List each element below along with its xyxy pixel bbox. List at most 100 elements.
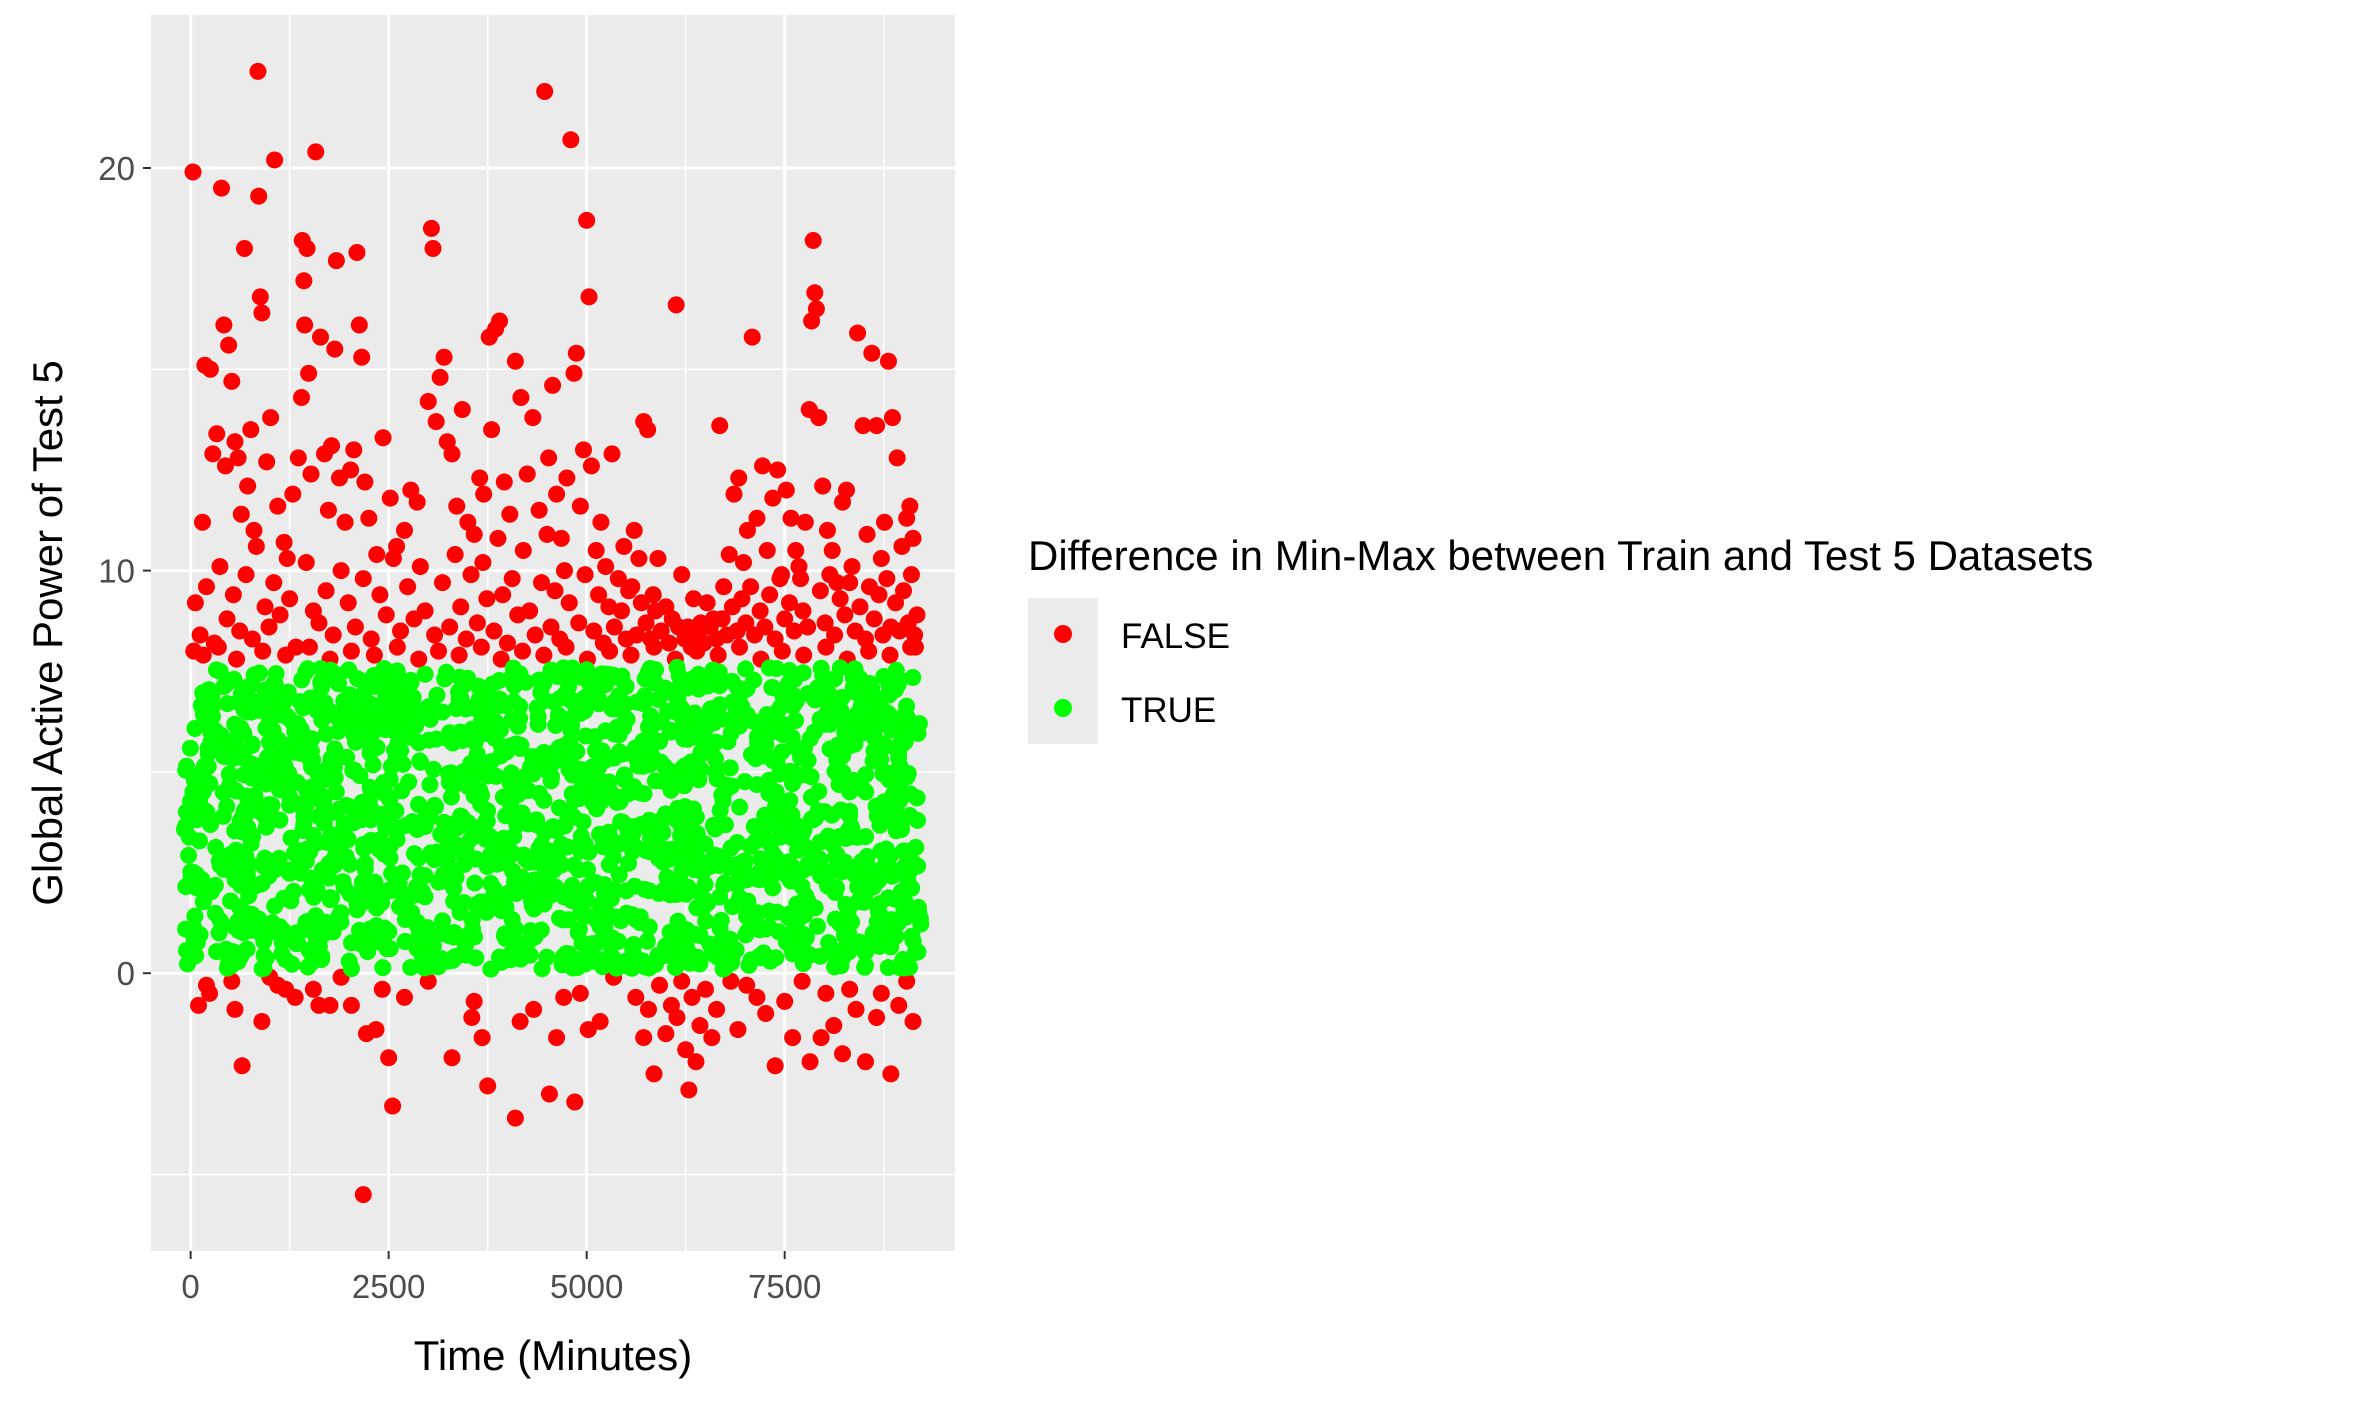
data-point-true bbox=[619, 854, 637, 872]
data-point-false bbox=[685, 590, 703, 608]
data-point-false bbox=[860, 642, 878, 660]
data-point-true bbox=[352, 723, 370, 741]
y-tick-label: 20 bbox=[98, 150, 135, 187]
data-point-true bbox=[340, 661, 358, 679]
data-point-true bbox=[671, 870, 689, 888]
data-point-true bbox=[634, 952, 652, 970]
data-point-true bbox=[330, 907, 348, 925]
data-point-true bbox=[402, 671, 420, 689]
data-points bbox=[175, 62, 930, 1204]
data-point-true bbox=[275, 889, 293, 907]
data-point-true bbox=[858, 847, 876, 865]
y-tick-label: 10 bbox=[98, 553, 135, 590]
data-point-true bbox=[839, 908, 857, 926]
data-point-true bbox=[280, 861, 298, 879]
data-point-false bbox=[776, 992, 794, 1010]
data-point-false bbox=[644, 586, 662, 604]
data-point-false bbox=[673, 972, 691, 990]
data-point-false bbox=[321, 996, 339, 1014]
data-point-false bbox=[715, 578, 733, 596]
data-point-false bbox=[327, 252, 345, 270]
data-point-false bbox=[761, 586, 779, 604]
data-point-false bbox=[443, 1049, 461, 1067]
data-point-false bbox=[297, 554, 315, 572]
data-point-false bbox=[587, 541, 605, 559]
data-point-true bbox=[586, 728, 604, 746]
data-point-false bbox=[300, 638, 318, 656]
data-point-false bbox=[431, 368, 449, 386]
data-point-false bbox=[817, 638, 835, 656]
data-point-true bbox=[194, 684, 212, 702]
data-point-true bbox=[376, 683, 394, 701]
data-point-false bbox=[890, 996, 908, 1014]
data-point-true bbox=[435, 813, 453, 831]
data-point-false bbox=[558, 469, 576, 487]
data-point-true bbox=[824, 836, 842, 854]
data-point-true bbox=[730, 717, 748, 735]
data-point-true bbox=[587, 874, 605, 892]
data-point-true bbox=[864, 752, 882, 770]
data-point-false bbox=[295, 272, 313, 290]
data-point-false bbox=[228, 650, 246, 668]
data-point-false bbox=[501, 505, 519, 523]
data-point-false bbox=[339, 594, 357, 612]
data-point-false bbox=[876, 513, 894, 531]
data-point-false bbox=[245, 521, 263, 539]
data-point-true bbox=[675, 777, 693, 795]
data-point-false bbox=[212, 179, 230, 197]
data-point-false bbox=[281, 590, 299, 608]
data-point-false bbox=[849, 324, 867, 342]
data-point-false bbox=[756, 618, 774, 636]
data-point-true bbox=[392, 730, 410, 748]
data-point-false bbox=[433, 574, 451, 592]
data-point-false bbox=[696, 980, 714, 998]
data-point-false bbox=[868, 1008, 886, 1026]
data-point-false bbox=[323, 437, 341, 455]
data-point-false bbox=[698, 594, 716, 612]
data-point-true bbox=[533, 960, 551, 978]
data-point-true bbox=[504, 862, 522, 880]
data-point-false bbox=[812, 1029, 830, 1047]
data-point-false bbox=[190, 996, 208, 1014]
data-point-false bbox=[377, 606, 395, 624]
data-point-true bbox=[768, 659, 786, 677]
data-point-true bbox=[887, 802, 905, 820]
data-point-false bbox=[738, 976, 756, 994]
data-point-true bbox=[219, 748, 237, 766]
data-point-false bbox=[795, 646, 813, 664]
data-point-false bbox=[374, 429, 392, 447]
data-point-false bbox=[847, 1000, 865, 1018]
data-point-true bbox=[318, 833, 336, 851]
data-point-false bbox=[580, 288, 598, 306]
data-point-true bbox=[509, 786, 527, 804]
data-point-false bbox=[218, 610, 236, 628]
data-point-true bbox=[563, 716, 581, 734]
data-point-true bbox=[415, 944, 433, 962]
data-point-false bbox=[544, 376, 562, 394]
data-point-false bbox=[215, 316, 233, 334]
data-point-true bbox=[356, 854, 374, 872]
data-point-true bbox=[638, 932, 656, 950]
data-point-true bbox=[337, 848, 355, 866]
data-point-false bbox=[609, 570, 627, 588]
data-point-false bbox=[427, 413, 445, 431]
data-point-true bbox=[215, 860, 233, 878]
data-point-true bbox=[422, 844, 440, 862]
data-point-false bbox=[242, 421, 260, 439]
data-point-false bbox=[310, 614, 328, 632]
data-point-true bbox=[836, 924, 854, 942]
data-point-false bbox=[851, 598, 869, 616]
data-point-true bbox=[451, 903, 469, 921]
data-point-true bbox=[615, 718, 633, 736]
data-point-true bbox=[300, 881, 318, 899]
data-point-false bbox=[253, 304, 271, 322]
data-point-true bbox=[355, 840, 373, 858]
data-point-true bbox=[408, 913, 426, 931]
data-point-false bbox=[780, 594, 798, 612]
data-point-true bbox=[411, 752, 429, 770]
data-point-true bbox=[565, 856, 583, 874]
data-point-true bbox=[229, 921, 247, 939]
data-point-true bbox=[245, 666, 263, 684]
data-point-false bbox=[601, 642, 619, 660]
data-point-true bbox=[880, 676, 898, 694]
